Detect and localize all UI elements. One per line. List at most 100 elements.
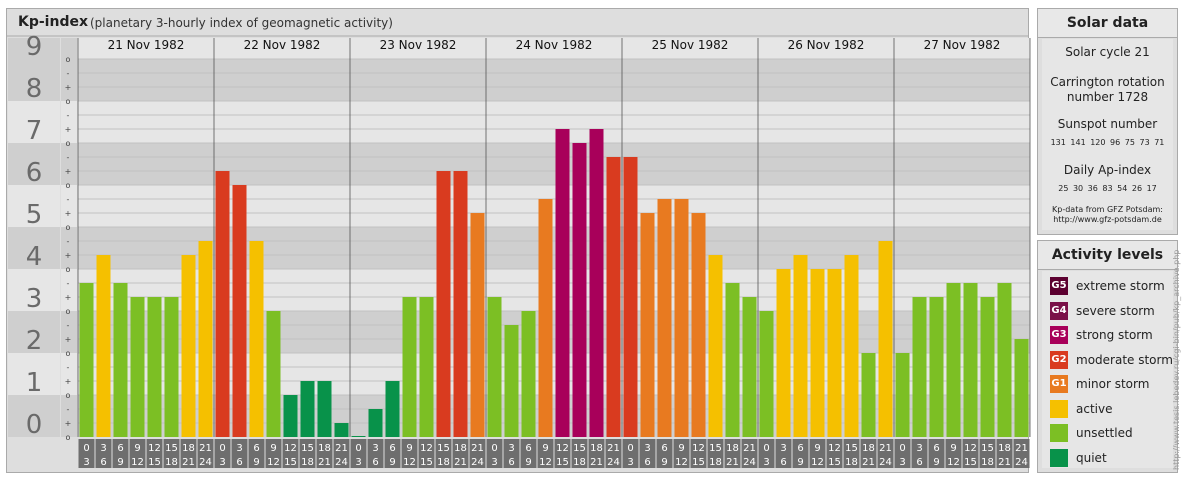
credit-link[interactable]: http://www.gfz-potsdam.de [1053,215,1162,224]
interval-start-label: 3 [372,443,378,454]
interval-cell [333,439,350,468]
day-label: 24 Nov 1982 [516,38,593,52]
interval-end-label: 21 [726,457,739,468]
interval-cell [401,439,418,468]
kp-bar [606,156,621,437]
interval-cell [724,439,741,468]
interval-start-label: 18 [182,443,195,454]
interval-end-label: 15 [692,457,705,468]
interval-cell [826,439,843,468]
level-band [78,101,1030,143]
interval-start-label: 12 [692,443,705,454]
kp-bar [147,297,162,437]
minor-tick-label: o [66,265,71,274]
kp-bar [317,381,332,437]
interval-end-label: 6 [916,457,922,468]
y-tick-label: 8 [26,74,43,104]
interval-end-label: 3 [491,457,497,468]
kp-bar [963,282,978,437]
minor-tick-label: + [65,209,72,218]
interval-start-label: 12 [556,443,569,454]
interval-start-label: 6 [525,443,531,454]
solar-data-panel: Solar data Solar cycle 21 Carrington rot… [1037,8,1178,235]
interval-cell [112,439,129,468]
interval-start-label: 15 [165,443,178,454]
interval-start-label: 15 [845,443,858,454]
y-label-band [8,269,60,311]
interval-end-label: 18 [165,457,178,468]
interval-end-label: 18 [981,457,994,468]
interval-start-label: 15 [981,443,994,454]
interval-cell [180,439,197,468]
interval-cell [452,439,469,468]
interval-cell [350,439,367,468]
y-tick-label: 1 [26,368,43,398]
minor-tick-label: - [67,405,70,414]
interval-start-label: 21 [607,443,620,454]
interval-start-label: 18 [862,443,875,454]
interval-start-label: 18 [590,443,603,454]
interval-end-label: 21 [318,457,331,468]
activity-levels-list: G5 extreme storm G4 severe storm G3 strong st… [1042,271,1173,468]
interval-start-label: 21 [879,443,892,454]
interval-cell [622,439,639,468]
interval-cell [469,439,486,468]
interval-end-label: 3 [763,457,769,468]
minor-tick-label: - [67,111,70,120]
interval-end-label: 3 [355,457,361,468]
carrington-line2: number 1728 [1066,90,1149,104]
kp-bar [487,297,502,437]
kp-bar [742,297,757,437]
minor-tick-band [61,59,77,101]
interval-end-label: 6 [236,457,242,468]
interval-cell [962,439,979,468]
plot-top-strip [78,38,1030,59]
legend-label: active [1076,401,1113,416]
interval-end-label: 18 [845,457,858,468]
kp-bar [810,269,825,437]
interval-end-label: 21 [454,457,467,468]
chart-subtitle: (planetary 3-hourly index of geomagnetic… [90,16,393,30]
interval-cell [486,439,503,468]
interval-cell [656,439,673,468]
day-label: 26 Nov 1982 [788,38,865,52]
interval-start-label: 9 [950,443,956,454]
kp-bar [334,423,349,437]
legend-swatch [1050,399,1068,418]
interval-end-label: 3 [899,457,905,468]
interval-cell [1013,439,1030,468]
kp-bar [249,240,264,437]
interval-cell [384,439,401,468]
kp-bar [283,395,298,437]
kp-bar [385,381,400,437]
kp-bar [589,129,604,437]
interval-cell [316,439,333,468]
interval-end-label: 24 [199,457,212,468]
minor-tick-band [61,395,77,437]
interval-start-label: 0 [83,443,89,454]
activity-levels-title: Activity levels [1038,241,1177,270]
interval-end-label: 9 [389,457,395,468]
interval-end-label: 12 [811,457,824,468]
minor-tick-band [61,311,77,353]
minor-tick-label: + [65,335,72,344]
interval-cell [78,439,95,468]
interval-start-label: 12 [964,443,977,454]
kp-bar [300,381,315,437]
interval-end-label: 12 [947,457,960,468]
kp-bar [504,324,519,437]
interval-end-label: 15 [556,457,569,468]
kp-bar [181,255,196,437]
minor-tick-label: o [66,223,71,232]
minor-tick-label: o [66,433,71,442]
minor-tick-band [61,101,77,143]
kp-bar [521,311,536,437]
interval-start-label: 12 [148,443,161,454]
interval-cell [860,439,877,468]
interval-cell [418,439,435,468]
interval-end-label: 24 [335,457,348,468]
kp-bar [113,282,128,437]
minor-tick-band [61,269,77,311]
interval-end-label: 15 [964,457,977,468]
